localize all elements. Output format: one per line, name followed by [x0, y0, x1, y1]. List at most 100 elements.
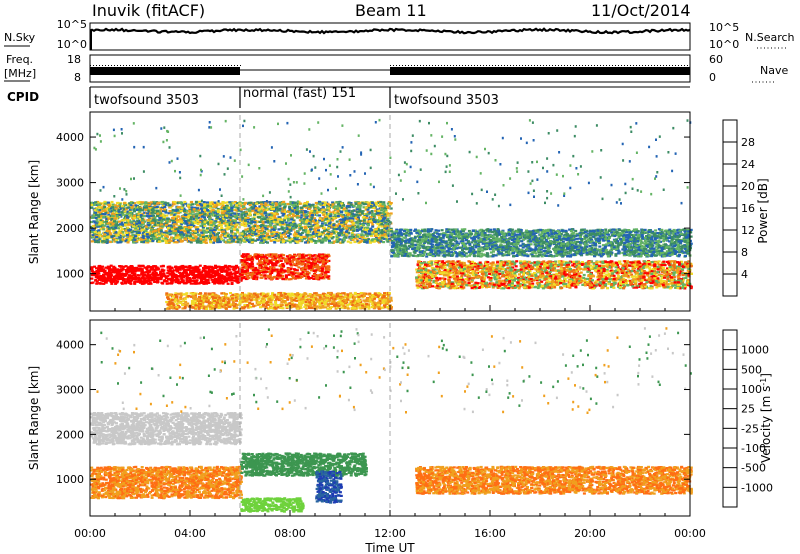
scatter-cell — [298, 253, 301, 256]
scatter-cell — [358, 299, 362, 303]
scatter-cell — [273, 227, 277, 230]
scatter-cell — [274, 237, 278, 240]
nave-point — [486, 65, 487, 66]
scatter-cell — [367, 300, 371, 303]
scatter-cell — [244, 254, 248, 257]
scatter-cell — [285, 305, 289, 309]
scatter-cell — [377, 301, 380, 304]
scatter-cell — [209, 270, 213, 273]
scatter-cell — [318, 269, 322, 272]
nave-point — [672, 65, 673, 66]
scatter-cell — [318, 296, 322, 299]
scatter-cell — [269, 231, 273, 234]
scatter-cell — [313, 260, 317, 263]
scatter-cell — [181, 226, 184, 229]
scatter-cell — [281, 299, 285, 303]
scatter-cell — [203, 266, 207, 269]
scatter-cell — [197, 216, 201, 219]
nave-point — [489, 65, 490, 66]
scatter-cell — [166, 272, 170, 275]
scatter-cell — [129, 280, 133, 283]
scatter-cell — [304, 263, 308, 266]
scatter-cell — [230, 272, 233, 276]
scatter-cell — [192, 269, 195, 272]
scatter-cell — [375, 303, 379, 306]
scatter-cell — [228, 265, 231, 268]
scatter-cell — [102, 203, 106, 206]
scatter-cell — [345, 304, 349, 307]
scatter-cell — [366, 305, 370, 308]
scatter-cell — [377, 305, 381, 308]
scatter-cell — [154, 265, 158, 268]
scatter-cell — [295, 264, 299, 267]
scatter-cell — [302, 293, 306, 296]
nave-point — [102, 65, 103, 66]
scatter-cell — [272, 230, 276, 234]
scatter-cell — [204, 274, 208, 277]
scatter-cell — [168, 220, 171, 223]
scatter-cell — [240, 273, 244, 276]
scatter-cell — [324, 300, 328, 304]
scatter-cell — [201, 301, 205, 304]
scatter-cell — [281, 307, 285, 310]
scatter-cell — [95, 282, 99, 285]
scatter-cell — [199, 292, 202, 295]
scatter-cell — [273, 262, 277, 265]
scatter-cell — [167, 297, 170, 300]
nave-point — [234, 65, 235, 66]
scatter-cell — [165, 307, 169, 310]
scatter-cell — [98, 275, 101, 278]
scatter-cell — [231, 268, 235, 271]
scatter-cell — [232, 272, 236, 275]
scatter-cell — [380, 306, 384, 309]
scatter-cell — [289, 267, 293, 270]
scatter-cell — [296, 307, 300, 310]
scatter-cell — [306, 272, 309, 275]
scatter-cell — [163, 279, 167, 282]
scatter-cell — [114, 274, 118, 277]
scatter-cell — [279, 291, 283, 295]
scatter-cell — [282, 254, 286, 257]
scatter-cell — [330, 297, 333, 300]
scatter-cell — [274, 302, 278, 305]
scatter-cell — [248, 236, 252, 239]
scatter-cell — [376, 226, 380, 229]
scatter-cell — [168, 265, 172, 268]
scatter-cell — [182, 300, 185, 303]
scatter-cell — [314, 201, 318, 205]
scatter-cell — [223, 270, 227, 273]
nave-point — [177, 65, 178, 66]
scatter-cell — [141, 280, 145, 283]
scatter-cell — [316, 268, 320, 271]
scatter-cell — [248, 301, 252, 305]
scatter-cell — [142, 280, 146, 283]
scatter-cell — [111, 270, 115, 273]
scatter-cell — [306, 275, 310, 278]
scatter-cell — [277, 306, 281, 309]
nave-point — [198, 65, 199, 66]
scatter-cell — [223, 277, 226, 281]
scatter-cell — [386, 299, 390, 302]
scatter-cell — [218, 268, 222, 271]
scatter-cell — [292, 228, 296, 231]
scatter-cell — [90, 273, 94, 277]
scatter-cell — [231, 303, 235, 306]
nave-point — [651, 65, 652, 66]
scatter-cell — [121, 231, 125, 234]
scatter-cell — [213, 279, 217, 282]
scatter-cell — [299, 306, 303, 309]
scatter-cell — [320, 254, 324, 258]
scatter-cell — [371, 294, 375, 297]
scatter-cell — [277, 296, 281, 299]
scatter-cell — [282, 277, 285, 281]
noise-panel: N.Sky 10^5 10^0 10^5 10^0 N.Search — [4, 18, 795, 51]
scatter-cell — [328, 292, 332, 295]
scatter-cell — [272, 267, 276, 270]
nave-point — [168, 65, 169, 66]
scatter-cell — [105, 279, 109, 282]
scatter-cell — [205, 282, 209, 285]
scatter-cell — [201, 305, 205, 308]
scatter-cell — [189, 271, 192, 274]
scatter-cell — [241, 300, 245, 303]
scatter-cell — [191, 306, 195, 309]
